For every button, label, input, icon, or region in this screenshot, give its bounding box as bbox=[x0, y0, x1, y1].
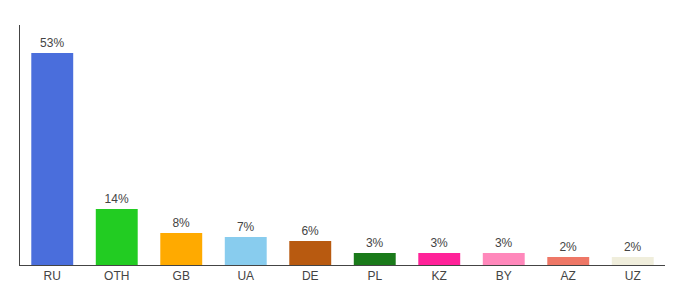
svg-text:3%: 3% bbox=[366, 236, 384, 250]
svg-text:KZ: KZ bbox=[432, 269, 447, 283]
svg-text:2%: 2% bbox=[559, 240, 577, 254]
svg-text:14%: 14% bbox=[105, 192, 129, 206]
svg-text:UA: UA bbox=[237, 269, 254, 283]
svg-text:OTH: OTH bbox=[104, 269, 129, 283]
svg-text:RU: RU bbox=[44, 269, 61, 283]
svg-text:AZ: AZ bbox=[561, 269, 576, 283]
svg-text:PL: PL bbox=[367, 269, 382, 283]
svg-text:8%: 8% bbox=[172, 216, 190, 230]
svg-text:7%: 7% bbox=[237, 220, 255, 234]
svg-text:3%: 3% bbox=[430, 236, 448, 250]
svg-text:BY: BY bbox=[496, 269, 512, 283]
svg-text:6%: 6% bbox=[301, 224, 319, 238]
svg-text:53%: 53% bbox=[40, 36, 64, 50]
svg-text:3%: 3% bbox=[495, 236, 513, 250]
svg-text:UZ: UZ bbox=[625, 269, 641, 283]
svg-text:GB: GB bbox=[173, 269, 190, 283]
svg-text:2%: 2% bbox=[624, 240, 642, 254]
svg-text:DE: DE bbox=[302, 269, 319, 283]
